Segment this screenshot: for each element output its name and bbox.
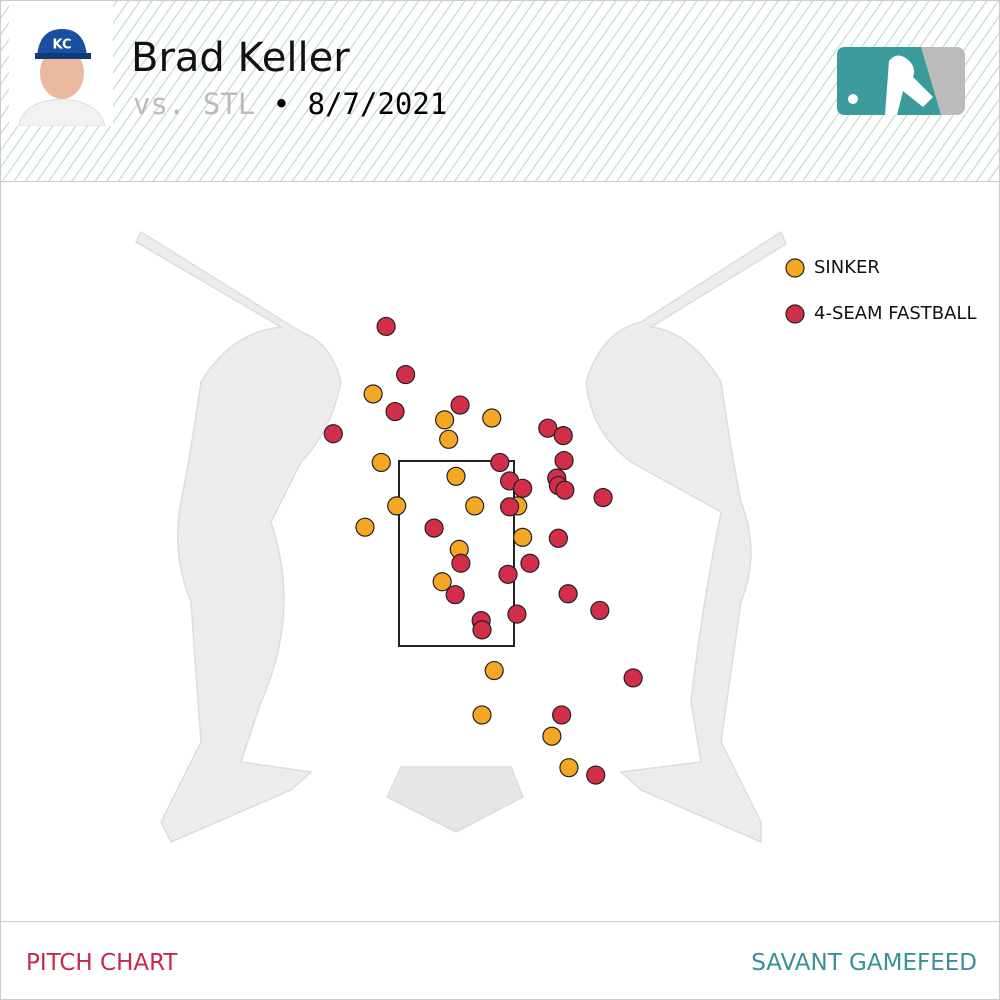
strike-zone: [398, 460, 515, 647]
legend-swatch: [785, 258, 805, 278]
pitch-dot: [435, 410, 455, 430]
footer: PITCH CHART SAVANT GAMEFEED: [1, 921, 999, 1000]
pitch-dot: [590, 600, 610, 621]
pitch-dot: [450, 395, 470, 415]
pitch-dot: [520, 553, 540, 573]
header: KC Brad Keller vs. STL • 8/7/2021: [1, 1, 999, 182]
pitch-dot: [513, 478, 533, 498]
pitch-dot: [513, 527, 533, 547]
legend-swatch: [785, 304, 805, 324]
pitch-dot: [558, 584, 578, 604]
pitch-dot: [586, 765, 606, 785]
pitch-dot: [472, 705, 492, 725]
pitch-dot: [371, 452, 391, 473]
opponent: vs. STL: [133, 87, 256, 121]
footer-right: SAVANT GAMEFEED: [751, 950, 977, 976]
pitch-dot: [472, 620, 492, 640]
separator: •: [272, 87, 291, 121]
pitch-dot: [484, 660, 504, 681]
legend-label: SINKER: [814, 257, 880, 278]
pitch-dot: [554, 450, 574, 471]
pitch-dot: [432, 572, 452, 592]
game-date: 8/7/2021: [307, 87, 448, 121]
pitch-dot: [623, 668, 643, 688]
pitch-dot: [451, 553, 471, 573]
pitch-dot: [465, 496, 485, 516]
footer-left: PITCH CHART: [26, 950, 178, 976]
plot: SINKER 4-SEAM FASTBALL: [135, 230, 976, 844]
pitch-dot: [555, 480, 575, 500]
pitch-dot: [446, 466, 466, 486]
batter-silhouettes: [135, 230, 787, 844]
pitch-dot: [498, 564, 518, 584]
pitch-dot: [376, 316, 396, 337]
pitch-dot: [552, 705, 572, 725]
pitch-dot: [548, 528, 568, 548]
pitch-dot: [593, 487, 613, 508]
game-info: vs. STL • 8/7/2021: [133, 87, 447, 121]
pitch-dot: [559, 758, 579, 778]
pitch-dot: [553, 426, 573, 446]
pitch-dot: [445, 585, 465, 605]
pitch-dot: [424, 518, 444, 538]
pitch-dot: [396, 364, 416, 385]
pitch-dot: [323, 424, 343, 444]
pitch-dot: [538, 418, 558, 438]
pitch-dot: [490, 452, 510, 473]
pitch-dot: [387, 496, 407, 516]
pitch-dot: [385, 401, 405, 422]
pitch-dot: [482, 408, 502, 428]
svg-text:KC: KC: [52, 38, 71, 53]
pitch-dot: [439, 429, 459, 449]
player-photo: KC: [9, 1, 113, 126]
pitch-dot: [542, 726, 562, 746]
mlb-logo: [837, 47, 965, 115]
legend-label: 4-SEAM FASTBALL: [814, 303, 976, 324]
pitch-dot: [363, 384, 383, 404]
pitch-dot: [507, 604, 527, 624]
pitch-dot: [500, 497, 520, 517]
pitch-dot: [355, 517, 375, 537]
pitcher-name: Brad Keller: [131, 35, 350, 81]
